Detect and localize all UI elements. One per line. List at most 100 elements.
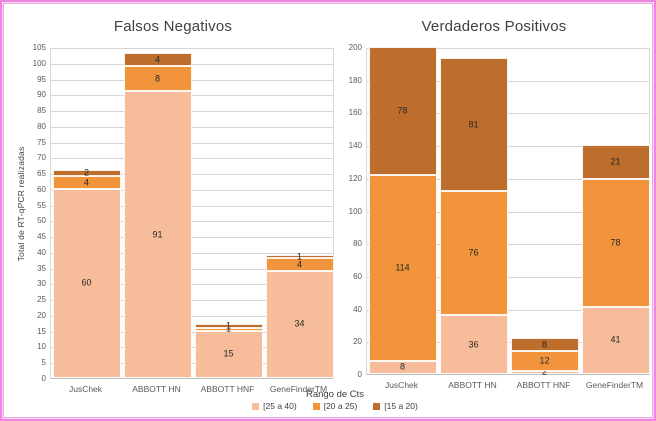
gridline: [51, 268, 333, 270]
gridline: [367, 146, 649, 148]
x-axis-category-label: ABBOTT HNF: [516, 380, 571, 390]
bar-segment-value: 4: [296, 259, 302, 270]
gridline: [367, 309, 649, 311]
gridline: [51, 300, 333, 302]
bar-segment-value: 60: [81, 277, 92, 288]
y-axis-tick-label: 25: [37, 295, 46, 305]
y-axis-tick-label: 5: [41, 358, 46, 368]
x-axis-category-label: GeneFinderTM: [269, 384, 328, 394]
bar-segment-abbott-hnf: 2: [510, 366, 579, 377]
y-axis-tick-label: 60: [353, 271, 362, 281]
gridline: [367, 113, 649, 115]
gridline: [51, 126, 333, 128]
bar-segment-value: 12: [539, 355, 550, 366]
bar-segment-genefindertm: 34: [265, 270, 334, 378]
legend-entry: [20 a 25): [312, 401, 358, 411]
gridline: [367, 178, 649, 180]
chart-falsos-negativos: Falsos Negativos Total de RT-qPCR realiz…: [12, 8, 334, 400]
legend-swatch-icon: [373, 402, 381, 410]
x-axis-category-label: JusChek: [68, 384, 103, 394]
gridline: [51, 205, 333, 207]
y-axis-tick-label: 50: [37, 216, 46, 226]
gridline: [51, 142, 333, 144]
y-axis-tick-label: 20: [37, 310, 46, 320]
y-axis-tick-label: 95: [37, 74, 46, 84]
y-axis-tick-label: 180: [348, 75, 362, 85]
gridline: [51, 221, 333, 223]
gridline: [51, 331, 333, 333]
bar-segment-value: 1: [225, 323, 231, 334]
x-axis-category-label: ABBOTT HN: [132, 384, 181, 394]
legend-entry-label: [25 a 40): [263, 401, 297, 411]
gridline: [51, 174, 333, 176]
bar-segment-juschek: 78: [368, 47, 437, 175]
legend-entry-label: [15 a 20): [384, 401, 418, 411]
gridline: [367, 48, 649, 49]
legend-swatch-icon: [312, 402, 320, 410]
bar-segment-genefindertm: 4: [265, 258, 334, 271]
legend-swatch-icon: [252, 402, 260, 410]
legend-entry: [15 a 20): [373, 401, 418, 411]
y-axis-tick-label: 100: [348, 206, 362, 216]
gridline: [51, 95, 333, 97]
bar-segment-value: 1: [225, 320, 231, 331]
bar-segment-genefindertm: 1: [265, 251, 334, 262]
gridline: [51, 363, 333, 365]
bar-segment-value: 4: [83, 177, 89, 188]
bar-segment-abbott-hn: 8: [123, 65, 192, 92]
x-axis-category-label: GeneFinderTM: [585, 380, 644, 390]
gridline: [51, 252, 333, 254]
plot-area-falsos-negativos: 60 4 2 91 8 4 15 1 1 34 4 1: [50, 48, 334, 379]
bar-segment-value: 78: [397, 105, 408, 116]
gridline: [51, 347, 333, 349]
gridline: [367, 211, 649, 213]
gridline: [51, 48, 333, 49]
plot-area-verdaderos-positivos: 8 114 78 36 76 81 2 12 8 41 78 21: [366, 47, 650, 377]
legend-entry-label: [20 a 25): [323, 401, 358, 411]
bar-segment-juschek: 8: [368, 360, 437, 374]
bar-segment-abbott-hn: 76: [439, 190, 508, 316]
bar-segment-abbott-hn: 81: [439, 58, 508, 191]
bar-segment-value: 8: [541, 339, 547, 350]
bar-segment-value: 78: [610, 237, 621, 248]
y-axis-tick-label: 20: [353, 337, 362, 347]
y-axis-tick-label: 45: [37, 232, 46, 242]
gridline: [367, 342, 649, 344]
legend-title: Rango de Cts: [305, 389, 365, 400]
x-axis-category-label: ABBOTT HN: [448, 380, 497, 390]
y-axis-tick-label: 70: [37, 153, 46, 163]
gridline: [51, 315, 333, 317]
bar-segment-value: 76: [468, 247, 479, 258]
gridline: [51, 158, 333, 160]
chart-title-falsos-negativos: Falsos Negativos: [113, 18, 233, 35]
y-axis-tick-label: 60: [37, 184, 46, 194]
y-axis-tick-label: 10: [37, 342, 46, 352]
bar-segment-value: 91: [152, 229, 163, 240]
y-axis-tick-label: 160: [348, 108, 362, 118]
y-axis-tick-label: 75: [37, 137, 46, 147]
bar-segment-value: 21: [610, 156, 621, 167]
y-axis-tick-label: 15: [37, 326, 46, 336]
bar-segment-genefindertm: 21: [581, 145, 650, 180]
y-axis-tick-label: 80: [37, 121, 46, 131]
gridline: [51, 111, 333, 113]
bar-segment-value: 8: [399, 361, 405, 372]
bar-segment-value: 1: [296, 251, 302, 262]
bar-segment-juschek: 4: [52, 176, 121, 189]
bar-segment-value: 2: [541, 366, 547, 377]
bar-segment-juschek: 60: [52, 188, 121, 378]
y-axis-tick-label: 105: [32, 43, 46, 52]
y-axis-tick-label: 30: [37, 279, 46, 289]
chart-verdaderos-positivos: Verdaderos Positivos 8 114 78 36 76 81 2 12 8 41 7…: [334, 8, 654, 400]
x-axis-category-label: JusChek: [384, 380, 419, 390]
chart-title-verdaderos-positivos: Verdaderos Positivos: [421, 18, 567, 35]
legend-entry: [25 a 40): [252, 401, 297, 411]
bar-segment-abbott-hnf: 8: [510, 338, 579, 352]
bar-segment-value: 15: [223, 348, 234, 359]
y-axis-tick-label: 90: [37, 90, 46, 100]
bar-segment-abbott-hn: 91: [123, 91, 192, 378]
gridline: [51, 189, 333, 191]
bar-segment-abbott-hnf: 1: [194, 320, 263, 331]
gridline: [51, 63, 333, 65]
